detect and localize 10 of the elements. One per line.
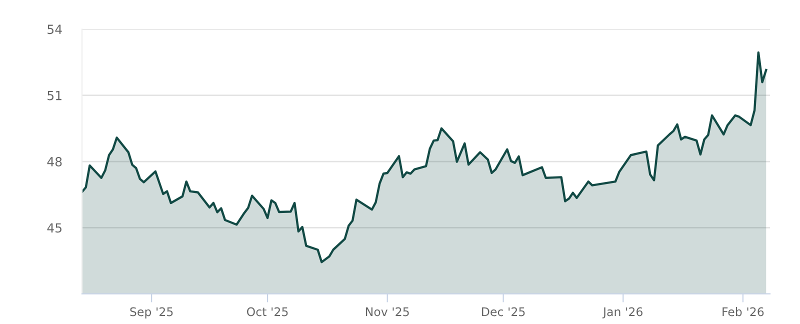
x-tick-label: Feb '26: [722, 307, 764, 316]
x-tick-label: Nov '25: [366, 307, 409, 316]
x-tick-label: Oct '25: [246, 307, 288, 316]
x-tick-label: Sep '25: [130, 307, 173, 318]
x-tick-label: Jan '26: [602, 307, 642, 318]
y-tick-label: 48: [47, 156, 62, 166]
y-tick-label: 54: [48, 24, 62, 34]
x-tick-label: Dec '25: [482, 307, 525, 316]
y-tick-label: 45: [47, 223, 62, 233]
y-tick-label: 51: [48, 90, 62, 100]
